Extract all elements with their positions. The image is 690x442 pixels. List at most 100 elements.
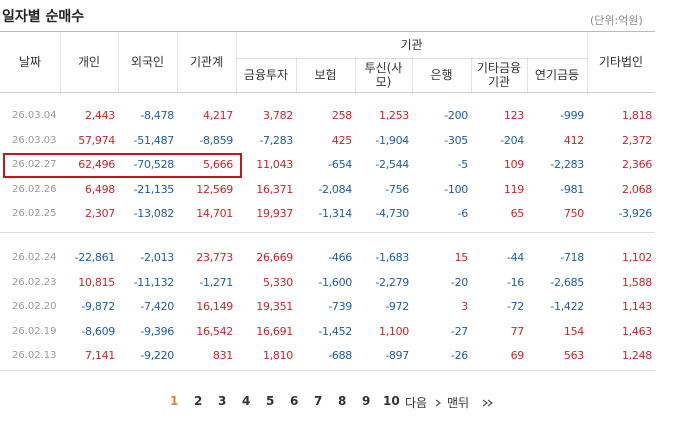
column-header: 기타금융기관 [476,61,522,89]
value-cell: -8,609 [81,324,115,338]
page-link[interactable]: 4 [242,394,251,408]
value-cell: -9,220 [140,349,174,362]
date-cell: 26.02.23 [12,276,57,288]
header-divider [236,58,587,59]
page-link[interactable]: 5 [266,394,275,408]
value-cell: -200 [444,109,468,122]
value-cell: -1,422 [550,300,584,313]
date-cell: 26.02.26 [12,183,57,195]
value-cell: -1,271 [199,275,233,289]
value-cell: -1,683 [375,251,409,264]
header-divider [587,32,588,92]
column-header: 연기금등 [534,68,580,82]
value-cell: 2,307 [85,207,115,220]
value-cell: 1,463 [622,324,652,338]
value-cell: 6,498 [85,182,115,196]
value-cell: -2,544 [375,158,409,171]
value-cell: -9,872 [81,300,115,313]
value-cell: 258 [331,109,352,122]
value-cell: 1,588 [622,275,652,289]
column-header: 날짜 [18,55,42,69]
page-link[interactable]: 9 [362,394,371,408]
value-cell: -981 [560,182,584,196]
value-cell: 1,102 [622,251,652,264]
date-cell: 26.02.27 [12,159,57,170]
value-cell: 26,669 [256,251,293,264]
value-cell: 2,443 [85,109,115,122]
value-cell: 57,974 [78,133,115,147]
value-cell: 65 [510,207,525,220]
header-divider [118,32,119,92]
date-cell: 26.02.25 [12,208,57,219]
value-cell: 3,782 [263,109,293,122]
page-link[interactable]: 10 [383,394,400,408]
unit: (단위:억원) [590,14,643,27]
header-divider [236,32,237,92]
page-link[interactable]: 8 [338,394,347,408]
value-cell: -7,420 [140,300,174,313]
column-header: 개인 [77,55,101,69]
date-cell: 26.02.19 [12,325,57,337]
header-divider [355,58,356,92]
last-link[interactable]: 맨뒤 [447,396,470,410]
group-header: 기관 [400,38,423,52]
page-link[interactable]: 3 [218,394,227,408]
header-bottom-border [0,92,655,93]
date-cell: 26.02.20 [12,301,57,312]
page-link[interactable]: 6 [290,394,299,408]
value-cell: -9,396 [140,324,174,338]
value-cell: -972 [385,300,409,313]
column-header: 은행 [430,68,453,82]
value-cell: -44 [506,251,524,264]
value-cell: -3,926 [618,207,652,220]
page-link[interactable]: 1 [170,394,179,408]
next-link[interactable]: 다음 [405,396,428,410]
page-link[interactable]: 7 [314,394,323,408]
value-cell: -70,528 [133,158,175,171]
value-cell: -8,478 [140,109,174,122]
value-cell: 109 [503,158,524,171]
column-header: 투신(사모) [364,61,403,89]
value-cell: 77 [510,324,525,338]
value-cell: 154 [563,324,584,338]
value-cell: 119 [503,182,524,196]
value-cell: 16,149 [196,300,233,313]
date-cell: 26.02.13 [12,350,57,361]
value-cell: -20 [450,275,468,289]
value-cell: -16 [506,275,524,289]
value-cell: 412 [563,133,584,147]
value-cell: -1,452 [318,324,352,338]
value-cell: -739 [328,300,352,313]
column-header: 기타법인 [598,55,644,69]
value-cell: 2,366 [622,158,652,171]
value-cell: -756 [385,182,409,196]
value-cell: -11,132 [133,275,175,289]
page-link[interactable]: 2 [194,394,203,408]
value-cell: 2,068 [622,182,652,196]
value-cell: 123 [503,109,524,122]
value-cell: 1,253 [379,109,409,122]
highlight-box [3,153,242,178]
value-cell: -8,859 [199,133,233,147]
value-cell: 2,372 [622,133,652,147]
value-cell: 5,666 [203,158,233,171]
date-cell: 26.03.04 [12,110,57,121]
header-divider [527,58,528,92]
value-cell: -1,314 [318,207,352,220]
value-cell: -2,283 [550,158,584,171]
value-cell: 69 [510,349,525,362]
value-cell: -466 [328,251,352,264]
value-cell: 16,691 [256,324,293,338]
value-cell: 16,542 [196,324,233,338]
value-cell: -6 [457,207,469,220]
value-cell: 1,248 [622,349,652,362]
header-divider [412,58,413,92]
value-cell: -72 [506,300,524,313]
column-header: 기관계 [189,55,224,69]
value-cell: -5 [457,158,469,171]
value-cell: 15 [454,251,469,264]
value-cell: -27 [450,324,468,338]
value-cell: -2,084 [318,182,352,196]
value-cell: 4,217 [203,109,233,122]
value-cell: -2,013 [140,251,174,264]
